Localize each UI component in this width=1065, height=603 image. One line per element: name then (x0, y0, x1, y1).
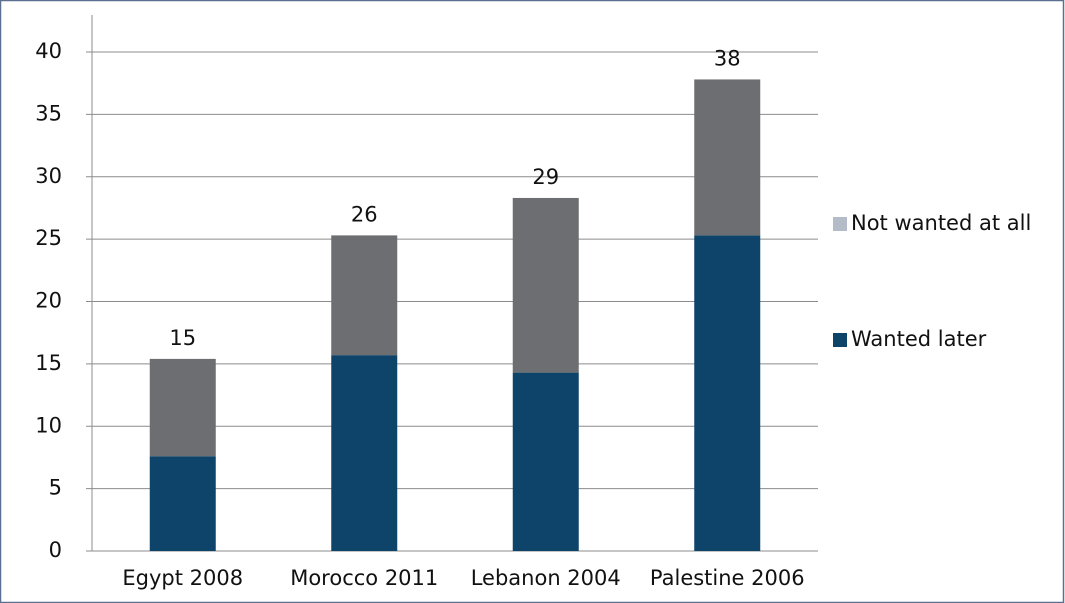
y-tick-label: 35 (35, 101, 62, 125)
x-tick-label: Egypt 2008 (122, 566, 243, 590)
total-label: 15 (169, 326, 196, 350)
y-tick-label: 25 (35, 226, 62, 250)
bar-segment (512, 197, 579, 373)
legend-label: Wanted later (851, 327, 987, 351)
y-tick-label: 40 (35, 39, 62, 63)
bar-segment (149, 358, 216, 457)
bar-segment (512, 372, 579, 551)
y-tick-label: 30 (35, 164, 62, 188)
y-tick-label: 15 (35, 351, 62, 375)
x-tick-label: Lebanon 2004 (471, 566, 621, 590)
y-tick-label: 0 (49, 538, 62, 562)
y-tick-label: 10 (35, 413, 62, 437)
bar-segment (331, 355, 398, 551)
y-tick-label: 5 (49, 476, 62, 500)
total-label: 26 (351, 202, 378, 226)
total-label: 29 (532, 165, 559, 189)
bar-segment (694, 79, 761, 236)
bar-segment (694, 235, 761, 551)
bar-segment (331, 235, 398, 356)
total-label: 38 (714, 46, 741, 70)
legend-swatch (833, 333, 847, 347)
bar-segment (149, 456, 216, 551)
x-tick-label: Palestine 2006 (650, 566, 805, 590)
legend-label: Not wanted at all (851, 211, 1031, 235)
legend-swatch (833, 217, 847, 231)
x-tick-label: Morocco 2011 (290, 566, 438, 590)
y-tick-label: 20 (35, 289, 62, 313)
